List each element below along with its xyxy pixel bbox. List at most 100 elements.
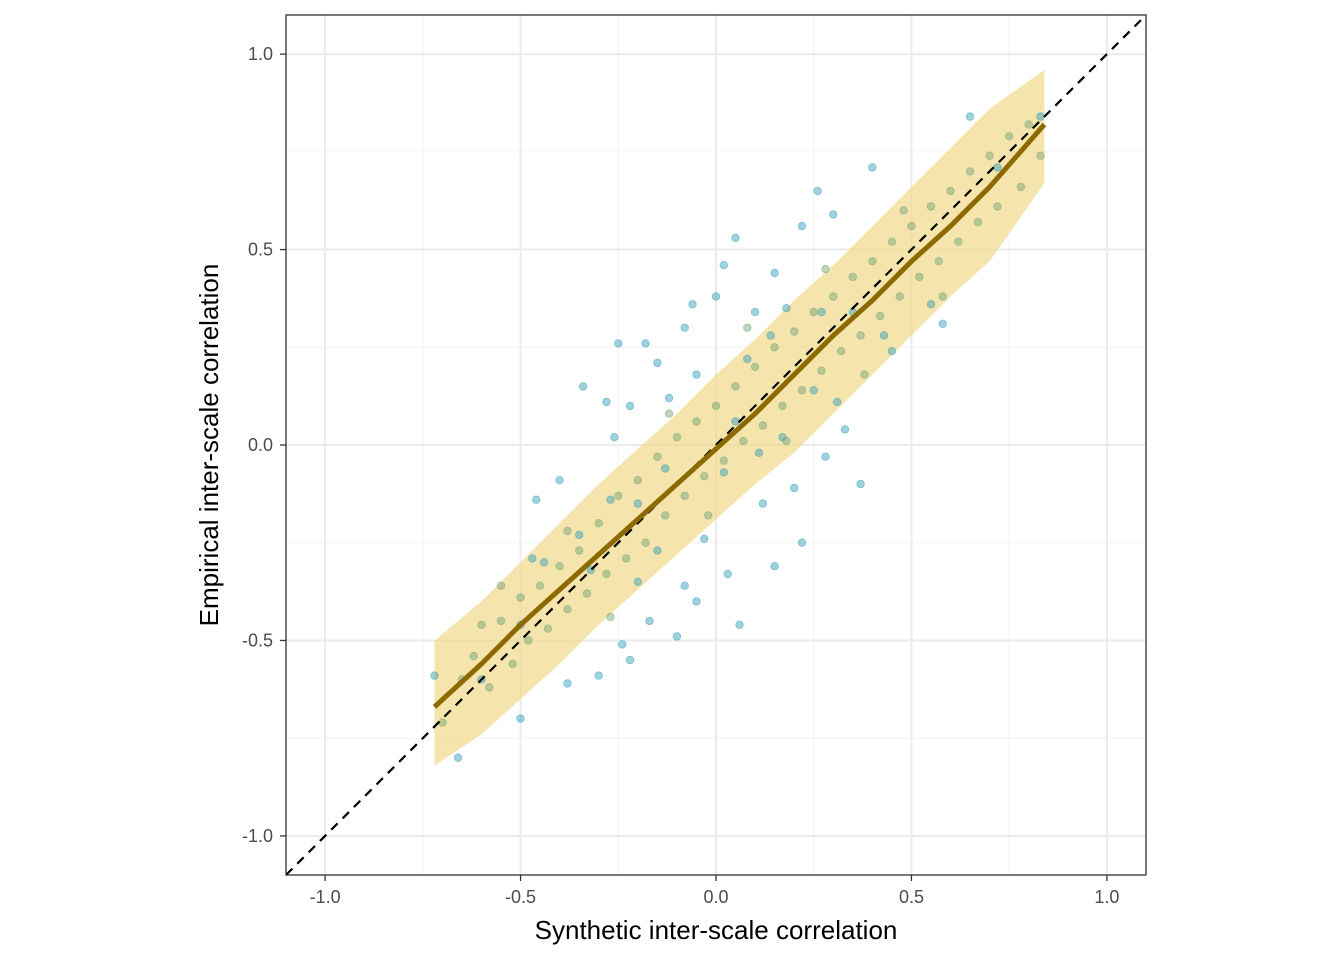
data-point-green — [809, 307, 818, 317]
data-point-green — [899, 206, 908, 215]
data-point-blue — [641, 339, 650, 348]
data-point-blue — [813, 186, 822, 196]
data-point-blue — [782, 304, 791, 313]
data-point-green — [594, 519, 603, 528]
data-point-blue — [692, 370, 701, 379]
data-point-green — [535, 581, 545, 590]
data-point-green — [664, 409, 674, 418]
data-point-blue — [719, 468, 728, 477]
data-point-green — [621, 554, 631, 563]
data-point-green — [954, 237, 963, 246]
data-point-green — [508, 659, 517, 669]
data-point-blue — [645, 616, 654, 626]
data-point-green — [817, 366, 826, 375]
data-point-blue — [528, 554, 537, 563]
data-point-green — [641, 538, 650, 547]
data-point-green — [782, 436, 791, 446]
line-layer — [285, 14, 1147, 876]
data-point-blue — [555, 476, 564, 485]
data-point-blue — [610, 433, 619, 442]
data-point-blue — [625, 401, 635, 411]
confidence-band — [434, 69, 1045, 766]
data-point-blue — [516, 714, 525, 723]
identity-reference-line — [285, 14, 1147, 876]
scatter-points — [430, 112, 1045, 762]
data-point-green — [563, 605, 572, 614]
data-point-blue — [614, 339, 623, 348]
data-point-blue — [680, 323, 689, 332]
data-point-green — [469, 651, 478, 661]
data-point-blue — [453, 753, 463, 762]
data-point-green — [758, 421, 768, 430]
data-point-blue — [719, 261, 728, 270]
data-point-green — [516, 593, 525, 602]
data-point-green — [692, 417, 701, 426]
data-point-green — [778, 401, 787, 411]
data-point-blue — [430, 671, 439, 680]
data-point-blue — [856, 479, 865, 489]
data-point-blue — [887, 347, 897, 356]
data-point-green — [700, 472, 709, 481]
data-point-blue — [731, 233, 740, 242]
data-point-blue — [829, 210, 838, 219]
y-tick-label: 1.0 — [248, 44, 273, 64]
x-tick-label: 0.5 — [899, 887, 924, 907]
y-axis-title: Empirical inter-scale correlation — [194, 264, 224, 627]
data-point-blue — [938, 319, 947, 328]
data-point-green — [1036, 151, 1045, 160]
data-point-green — [743, 323, 752, 332]
data-point-blue — [750, 307, 760, 317]
data-point-blue — [633, 577, 642, 586]
data-point-blue — [817, 307, 826, 317]
data-point-green — [895, 292, 904, 301]
data-point-blue — [578, 382, 588, 391]
data-point-blue — [680, 581, 689, 590]
data-point-green — [836, 347, 846, 356]
data-point-blue — [633, 499, 642, 508]
data-point-green — [926, 202, 936, 211]
data-point-green — [750, 362, 760, 371]
data-point-green — [731, 382, 740, 391]
data-point-blue — [797, 221, 807, 231]
data-point-green — [739, 436, 748, 446]
data-point-green — [876, 311, 885, 321]
data-point-green — [524, 636, 533, 645]
data-point-blue — [758, 499, 768, 508]
data-point-blue — [618, 640, 627, 649]
x-tick-label: -0.5 — [505, 887, 536, 907]
data-point-blue — [840, 425, 850, 434]
data-point-green — [965, 167, 975, 176]
data-point-blue — [926, 300, 936, 309]
data-point-blue — [770, 562, 779, 571]
data-point-green — [934, 257, 943, 266]
data-point-green — [680, 491, 689, 500]
data-point-green — [1024, 120, 1033, 129]
data-point-green — [887, 237, 897, 246]
data-point-blue — [700, 534, 709, 543]
data-point-blue — [790, 483, 799, 493]
data-point-green — [985, 151, 994, 160]
data-point-blue — [661, 464, 670, 473]
data-point-green — [477, 620, 486, 629]
data-point-blue — [672, 632, 682, 641]
data-point-blue — [653, 546, 662, 555]
data-point-blue — [602, 397, 611, 407]
data-point-blue — [766, 331, 775, 340]
data-point-blue — [809, 386, 818, 395]
data-point-blue — [688, 300, 697, 309]
data-point-blue — [770, 268, 779, 278]
data-point-green — [672, 433, 682, 442]
data-point-blue — [594, 671, 603, 680]
data-point-green — [868, 257, 877, 266]
data-point-green — [555, 562, 564, 571]
data-point-green — [496, 616, 506, 626]
data-point-blue — [711, 292, 721, 301]
data-point-green — [704, 511, 713, 520]
data-point-blue — [879, 331, 889, 340]
data-point-green — [496, 581, 506, 590]
data-point-green — [582, 589, 592, 598]
y-tick-label: -0.5 — [242, 630, 273, 650]
data-point-green — [915, 272, 924, 282]
data-point-blue — [606, 495, 615, 504]
data-point-green — [829, 292, 838, 301]
